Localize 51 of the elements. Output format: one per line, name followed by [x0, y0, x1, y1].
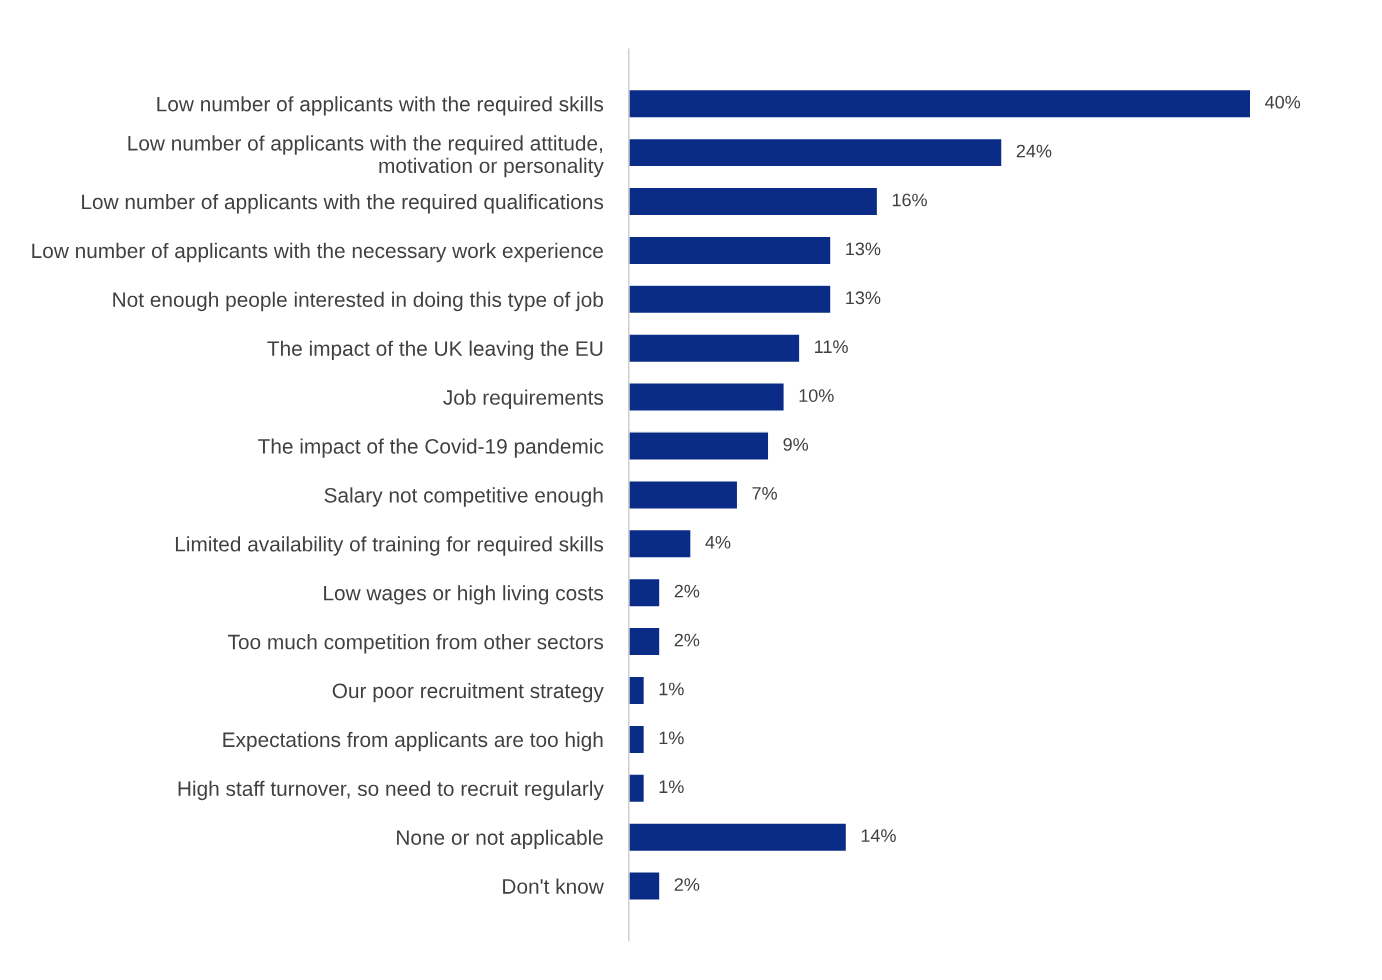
y-tick-label: Low number of applicants with the required attitude, motivation or personality: [128, 135, 604, 178]
data-label: 13%: [846, 242, 881, 256]
bar: [628, 724, 646, 755]
bar: [628, 626, 661, 657]
y-tick-label: Limited availability of training for required skills: [175, 536, 604, 556]
bar: [628, 186, 879, 217]
bar: [628, 284, 832, 315]
data-label: 10%: [799, 389, 834, 402]
bar: [628, 822, 848, 853]
bar: [628, 88, 1252, 119]
y-tick-label: Not enough people interested in doing this type of job: [113, 291, 603, 312]
y-tick-label: Don't know: [503, 878, 604, 894]
data-label: 2%: [674, 584, 700, 598]
data-label: 13%: [846, 291, 881, 305]
bar: [628, 528, 692, 559]
data-label: 7%: [752, 487, 777, 500]
y-tick-label: Low number of applicants with the required skills: [157, 96, 604, 116]
y-tick-label: Low wages or high living costs: [324, 585, 604, 605]
data-label: 1%: [659, 780, 684, 794]
y-tick-label: Our poor recruitment strategy: [332, 682, 604, 703]
bar: [628, 137, 1003, 168]
y-tick-label: High staff turnover, so need to recruit regularly: [178, 780, 604, 801]
y-tick-label: Salary not competitive enough: [324, 487, 603, 507]
bar: [628, 577, 661, 608]
data-label: 24%: [1016, 144, 1052, 158]
data-label: 1%: [659, 731, 684, 745]
y-tick-label: Too much competition from other sectors: [228, 634, 604, 654]
bar: [628, 382, 785, 412]
data-label: 11%: [815, 340, 848, 353]
y-tick-label: None or not applicable: [397, 829, 603, 850]
bar: [628, 431, 770, 461]
bar: [628, 235, 832, 266]
data-label: 2%: [674, 633, 700, 647]
data-label: 16%: [892, 193, 927, 207]
y-tick-label: Low number of applicants with the required qualifications: [82, 193, 604, 214]
y-tick-label: The impact of the UK leaving the EU: [267, 340, 603, 361]
bar: [628, 480, 739, 510]
y-tick-label: Low number of applicants with the necessary work experience: [32, 242, 603, 263]
y-tick-label: Expectations from applicants are too high: [223, 731, 603, 752]
data-label: 4%: [705, 535, 731, 549]
y-tick-label: Job requirements: [443, 389, 604, 409]
bar: [628, 675, 646, 706]
bar: [628, 773, 646, 804]
data-label: 40%: [1265, 95, 1301, 109]
data-label: 14%: [861, 829, 896, 842]
y-tick-label: The impact of the Covid-19 pandemic: [258, 438, 604, 458]
bar: [628, 333, 801, 364]
data-label: 2%: [674, 878, 700, 891]
data-label: 9%: [783, 438, 809, 451]
data-label: 1%: [659, 682, 684, 696]
bar: [628, 871, 661, 901]
